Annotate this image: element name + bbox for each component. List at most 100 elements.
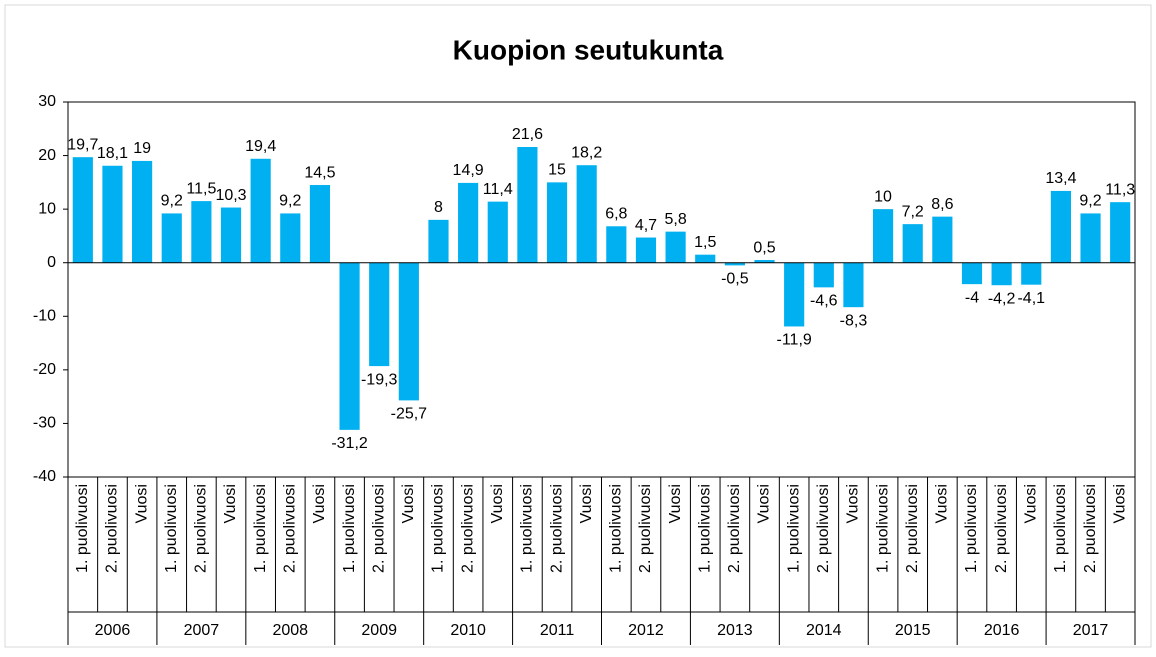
- x-tick-label: Vuosi: [400, 484, 417, 523]
- data-label: 5,8: [664, 211, 686, 228]
- x-tick-label: 1. puolivuosi: [1052, 484, 1069, 573]
- data-label: 13,4: [1045, 170, 1076, 187]
- x-tick-label: 2. puolivuosi: [104, 484, 121, 573]
- x-tick-label: Vuosi: [667, 484, 684, 523]
- x-tick-label: 1. puolivuosi: [252, 484, 269, 573]
- bar: [398, 262, 419, 401]
- data-label: 9,2: [161, 193, 183, 210]
- bar: [606, 226, 627, 263]
- data-label: 8: [434, 199, 443, 216]
- y-tick-label: -30: [33, 415, 56, 432]
- bar: [724, 262, 745, 266]
- bar: [843, 262, 864, 308]
- bar: [813, 262, 834, 288]
- x-tick-label: 1. puolivuosi: [74, 484, 91, 573]
- bar: [1021, 262, 1042, 285]
- chart-border: [4, 4, 1152, 648]
- x-tick-label: 2. puolivuosi: [548, 484, 565, 573]
- bar: [428, 219, 449, 263]
- bar: [220, 207, 242, 263]
- y-tick-label: 30: [38, 93, 56, 110]
- data-label: 11,4: [483, 181, 513, 198]
- x-tick-label: 2. puolivuosi: [370, 484, 387, 573]
- data-label: 9,2: [279, 193, 301, 210]
- group-label: 2008: [272, 622, 308, 639]
- bar: [161, 213, 182, 263]
- data-label: 0,5: [753, 239, 775, 256]
- x-tick-label: Vuosi: [1111, 484, 1128, 523]
- bar: [1080, 213, 1101, 263]
- y-tick-label: 20: [38, 147, 56, 164]
- group-label: 2016: [984, 622, 1020, 639]
- bar: [458, 182, 479, 263]
- data-label: 19,4: [245, 138, 276, 155]
- bar: [695, 254, 716, 263]
- bar: [872, 209, 894, 263]
- data-label: 9,2: [1079, 193, 1101, 210]
- data-label: 19: [133, 140, 151, 157]
- y-tick-label: -20: [33, 361, 56, 378]
- bar: [339, 262, 360, 430]
- bar: [309, 185, 331, 263]
- x-tick-label: 2. puolivuosi: [637, 484, 654, 573]
- data-label: -25,7: [391, 406, 428, 423]
- data-label: -11,9: [777, 332, 812, 349]
- group-label: 2006: [95, 622, 131, 639]
- bar: [961, 262, 983, 285]
- bar: [932, 216, 953, 263]
- data-label: 18,2: [571, 144, 602, 161]
- data-label: -4: [965, 289, 979, 306]
- data-label: 11,5: [186, 180, 216, 197]
- x-tick-label: Vuosi: [756, 484, 773, 523]
- data-label: 10,3: [215, 187, 246, 204]
- x-tick-label: Vuosi: [1022, 484, 1039, 523]
- x-tick-label: 1. puolivuosi: [430, 484, 447, 573]
- y-tick-label: 0: [47, 254, 56, 271]
- bar: [102, 165, 123, 263]
- y-tick-label: -40: [33, 468, 56, 485]
- bar: [487, 201, 508, 263]
- group-label: 2011: [540, 622, 575, 639]
- group-label: 2013: [717, 622, 753, 639]
- bar: [902, 224, 923, 263]
- x-tick-label: 2. puolivuosi: [1082, 484, 1099, 573]
- x-tick-label: 1. puolivuosi: [341, 484, 358, 573]
- data-label: 11,3: [1105, 181, 1135, 198]
- group-label: 2015: [895, 622, 931, 639]
- data-label: -4,6: [810, 293, 838, 310]
- data-label: 4,7: [635, 217, 657, 234]
- x-tick-label: 1. puolivuosi: [163, 484, 180, 573]
- y-tick-label: -10: [33, 308, 56, 325]
- x-tick-label: Vuosi: [578, 484, 595, 523]
- x-tick-label: 1. puolivuosi: [608, 484, 625, 573]
- y-tick-label: 10: [38, 200, 56, 217]
- bar: [576, 165, 597, 263]
- bar: [250, 158, 271, 263]
- x-tick-label: Vuosi: [934, 484, 951, 523]
- data-label: 8,6: [931, 196, 953, 213]
- data-label: 14,9: [453, 162, 484, 179]
- data-label: -31,2: [331, 435, 368, 452]
- bar: [754, 260, 775, 263]
- x-tick-label: 2. puolivuosi: [282, 484, 299, 573]
- x-tick-label: Vuosi: [489, 484, 506, 523]
- data-label: -4,2: [988, 290, 1016, 307]
- data-label: 7,2: [902, 203, 924, 220]
- x-tick-label: Vuosi: [845, 484, 862, 523]
- group-label: 2007: [184, 622, 220, 639]
- bar: [1110, 202, 1131, 263]
- x-tick-label: 2. puolivuosi: [459, 484, 476, 573]
- x-tick-label: 2. puolivuosi: [815, 484, 832, 573]
- data-label: -0,5: [721, 271, 749, 288]
- bar: [280, 213, 301, 263]
- x-tick-label: Vuosi: [222, 484, 239, 523]
- x-tick-label: 1. puolivuosi: [696, 484, 713, 573]
- bar: [517, 147, 538, 263]
- x-tick-label: 2. puolivuosi: [193, 484, 210, 573]
- bar: [635, 237, 657, 263]
- bar: [191, 201, 212, 263]
- data-label: 18,1: [97, 145, 128, 162]
- data-label: 1,5: [694, 234, 716, 251]
- x-tick-label: Vuosi: [311, 484, 328, 523]
